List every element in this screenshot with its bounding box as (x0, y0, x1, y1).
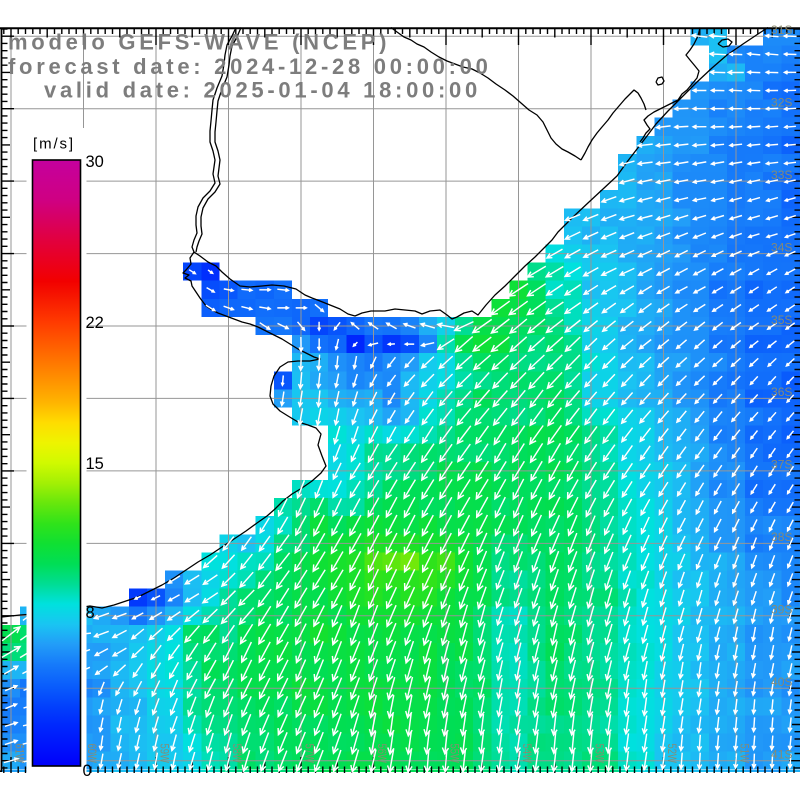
svg-text:53W: 53W (593, 744, 607, 764)
svg-text:31S: 31S (771, 23, 793, 37)
svg-text:[m/s]: [m/s] (33, 136, 75, 153)
svg-text:52W: 52W (665, 744, 679, 764)
svg-text:36S: 36S (771, 385, 793, 399)
svg-text:54W: 54W (520, 744, 534, 764)
svg-text:40S: 40S (771, 675, 793, 689)
svg-text:30: 30 (86, 153, 104, 171)
svg-text:41S: 41S (771, 748, 793, 762)
svg-text:22: 22 (86, 314, 104, 332)
svg-text:8: 8 (86, 604, 95, 622)
svg-text:58W: 58W (230, 744, 244, 764)
svg-text:59W: 59W (158, 744, 172, 764)
svg-text:forecast date: 2024-12-28 00:0: forecast date: 2024-12-28 00:00:00 (8, 54, 492, 79)
svg-text:51W: 51W (738, 744, 752, 764)
svg-text:39S: 39S (771, 603, 793, 617)
svg-text:37S: 37S (771, 458, 793, 472)
svg-text:38S: 38S (771, 530, 793, 544)
svg-text:61W: 61W (13, 744, 27, 764)
svg-text:valid date: 2025-01-04 18:00:0: valid date: 2025-01-04 18:00:00 (44, 78, 481, 103)
svg-text:modelo GEFS-WAVE (NCEP): modelo GEFS-WAVE (NCEP) (8, 30, 390, 55)
svg-text:60W: 60W (85, 744, 99, 764)
svg-text:33S: 33S (771, 168, 793, 182)
svg-text:32S: 32S (771, 96, 793, 110)
svg-text:34S: 34S (771, 240, 793, 254)
svg-text:0: 0 (83, 762, 92, 780)
svg-text:55W: 55W (448, 744, 462, 764)
svg-text:56W: 56W (375, 744, 389, 764)
svg-text:35S: 35S (771, 313, 793, 327)
svg-text:57W: 57W (303, 744, 317, 764)
svg-text:15: 15 (86, 455, 104, 473)
